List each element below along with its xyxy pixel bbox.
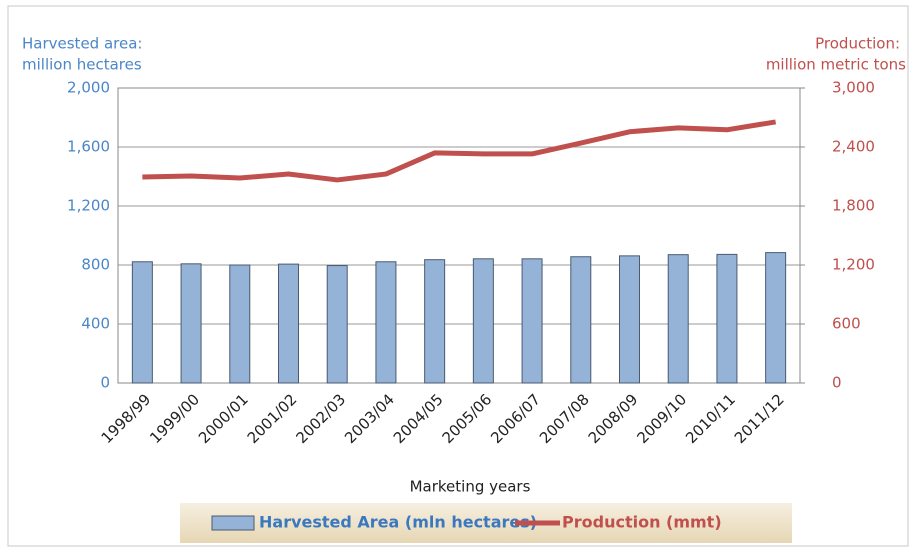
y2-axis-title: Production: xyxy=(815,35,900,53)
x-axis-title: Marketing years xyxy=(410,478,531,496)
bar xyxy=(278,263,299,384)
bar xyxy=(521,258,543,384)
bar xyxy=(229,264,251,384)
y2-axis-title: million metric tons xyxy=(766,56,906,74)
y-tick-label: 400 xyxy=(81,315,110,333)
bar xyxy=(375,261,397,384)
bar xyxy=(667,254,689,384)
legend-box xyxy=(180,503,792,543)
y2-tick-label: 1,200 xyxy=(832,256,875,274)
legend-label: Harvested Area (mln hectares) xyxy=(259,513,537,532)
y2-tick-label: 2,400 xyxy=(832,138,875,156)
chart-frame xyxy=(7,5,909,547)
y2-tick-label: 1,800 xyxy=(832,197,875,215)
y-tick-label: 2,000 xyxy=(67,79,110,97)
y-axis-title: Harvested area: xyxy=(22,35,142,53)
y2-tick-label: 3,000 xyxy=(832,79,875,97)
y-tick-label: 0 xyxy=(100,374,110,392)
y2-tick-label: 0 xyxy=(832,374,842,392)
plot-frame xyxy=(117,87,801,384)
bar xyxy=(716,253,738,384)
bar xyxy=(765,252,787,384)
bar xyxy=(619,255,640,384)
line xyxy=(142,119,777,183)
legend-label: Production (mmt) xyxy=(562,513,722,532)
y-tick-label: 800 xyxy=(81,256,110,274)
bar xyxy=(131,261,153,384)
bar xyxy=(180,263,202,384)
y-tick-label: 1,600 xyxy=(67,138,110,156)
y-tick-label: 1,200 xyxy=(67,197,110,215)
bar xyxy=(472,258,494,384)
y-axis-title: million hectares xyxy=(22,56,142,74)
bar xyxy=(424,259,446,384)
bar xyxy=(326,265,348,384)
y2-tick-label: 600 xyxy=(832,315,861,333)
bar xyxy=(570,256,592,384)
legend-swatch xyxy=(211,515,255,531)
